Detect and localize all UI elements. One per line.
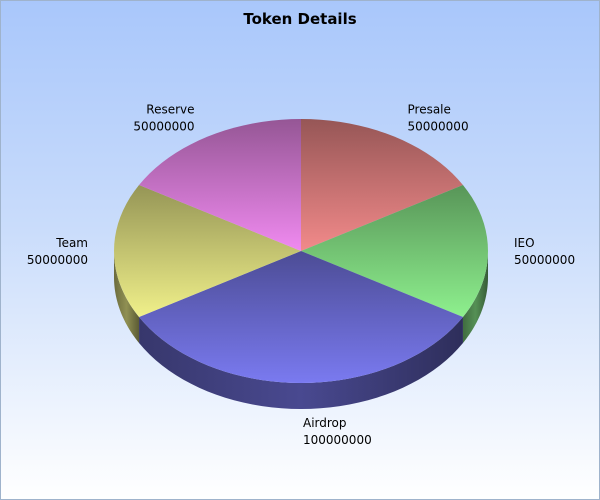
slice-team	[114, 185, 301, 317]
pie-tops	[114, 119, 488, 383]
slice-presale	[301, 119, 463, 251]
chart-title: Token Details	[243, 10, 357, 28]
slice-airdrop	[139, 251, 463, 383]
slice-reserve	[139, 119, 301, 251]
slice-label-team: Team 50000000	[27, 236, 88, 267]
slice-label-ieo: IEO 50000000	[514, 236, 575, 267]
slice-label-presale: Presale 50000000	[408, 103, 469, 134]
slice-ieo	[301, 185, 488, 317]
slice-side-ieo	[462, 251, 488, 343]
pie-sides	[114, 251, 488, 409]
slice-side-airdrop	[139, 317, 463, 409]
slice-side-team	[114, 251, 140, 343]
slice-label-reserve: Reserve 50000000	[133, 103, 194, 134]
pie-labels: Presale 50000000 IEO 50000000 Airdrop 1000000…	[27, 103, 575, 447]
slice-label-airdrop: Airdrop 100000000	[303, 416, 372, 447]
